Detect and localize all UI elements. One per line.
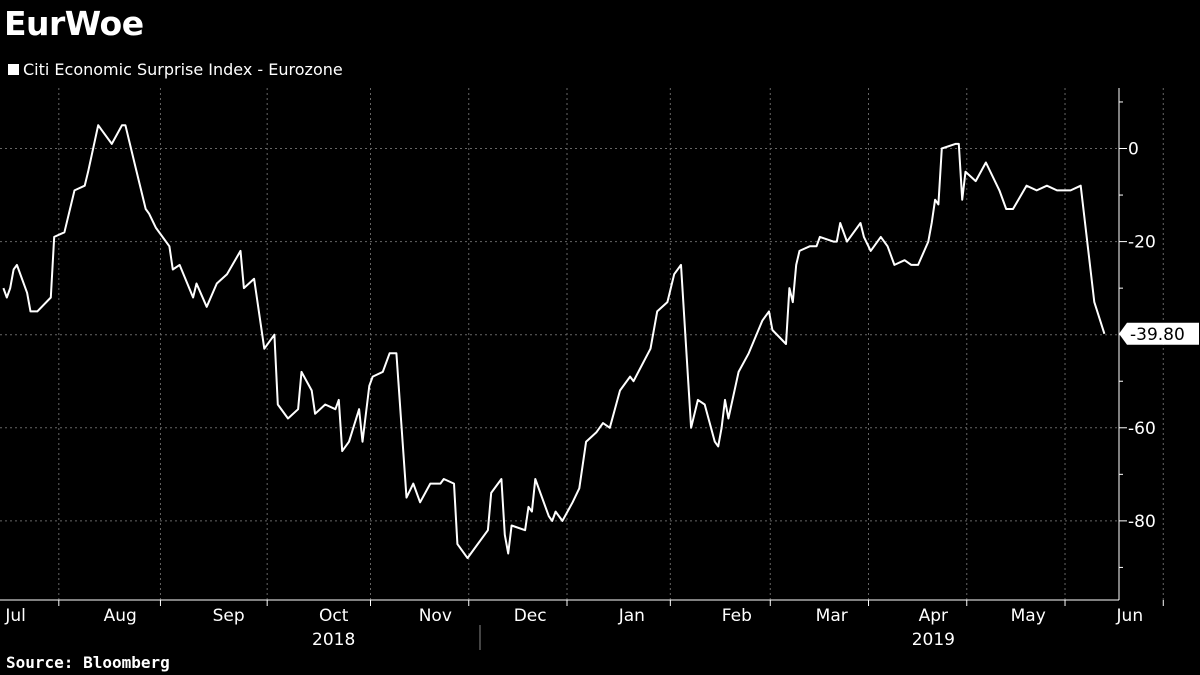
y-tick-label: -80 bbox=[1128, 512, 1156, 532]
chart-title: EurWoe bbox=[4, 4, 144, 43]
series-line bbox=[2, 124, 1106, 560]
x-tick-label: Nov bbox=[419, 606, 452, 626]
x-tick-label: Jul bbox=[4, 606, 26, 626]
x-tick-label: Oct bbox=[319, 606, 349, 626]
x-tick-label: Jun bbox=[1116, 606, 1144, 626]
legend-swatch bbox=[8, 64, 19, 75]
legend-label: Citi Economic Surprise Index - Eurozone bbox=[23, 60, 343, 79]
x-tick-label: Sep bbox=[213, 606, 245, 626]
x-tick-label: May bbox=[1011, 606, 1046, 626]
x-year-label: 2018 bbox=[312, 630, 355, 650]
x-year-label: 2019 bbox=[912, 630, 955, 650]
y-tick-label: -20 bbox=[1128, 233, 1156, 253]
x-tick-label: Mar bbox=[816, 606, 848, 626]
x-tick-label: Jan bbox=[618, 606, 645, 626]
x-tick-label: Aug bbox=[104, 606, 137, 626]
x-tick-label: Dec bbox=[514, 606, 547, 626]
x-tick-label: Apr bbox=[919, 606, 948, 626]
x-tick-label: Feb bbox=[722, 606, 752, 626]
source-note: Source: Bloomberg bbox=[6, 653, 170, 672]
last-value-label: -39.80 bbox=[1130, 325, 1185, 345]
y-tick-label: 0 bbox=[1128, 140, 1139, 160]
legend: Citi Economic Surprise Index - Eurozone bbox=[8, 60, 343, 79]
y-tick-label: -60 bbox=[1128, 419, 1156, 439]
last-value-box bbox=[1119, 322, 1199, 345]
